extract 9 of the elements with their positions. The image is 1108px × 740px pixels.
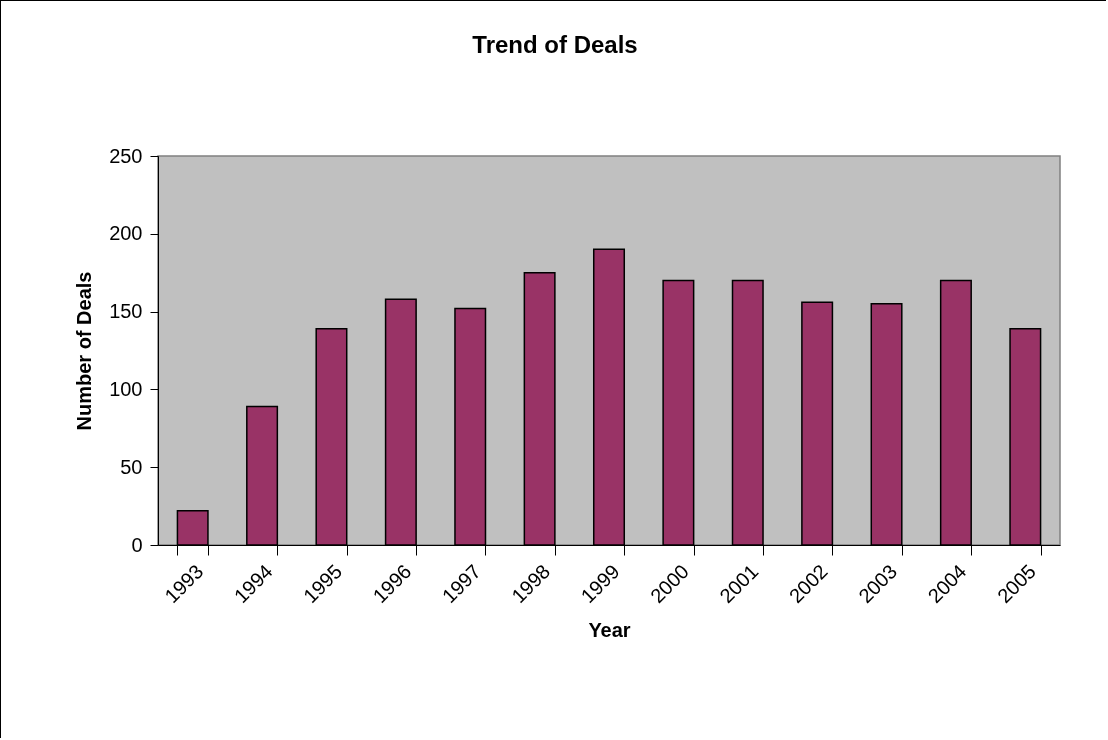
y-tick-label: 0	[131, 533, 143, 556]
y-tick-label: 100	[109, 377, 143, 400]
y-tick-label: 50	[120, 455, 143, 478]
y-tick-label: 150	[109, 300, 143, 323]
chart-title: Trend of Deals	[472, 31, 638, 58]
y-axis-title: Number of Deals	[73, 271, 96, 431]
y-tick-label: 250	[109, 144, 143, 167]
x-axis-title: Year	[588, 619, 631, 642]
y-tick-label: 200	[109, 222, 143, 245]
